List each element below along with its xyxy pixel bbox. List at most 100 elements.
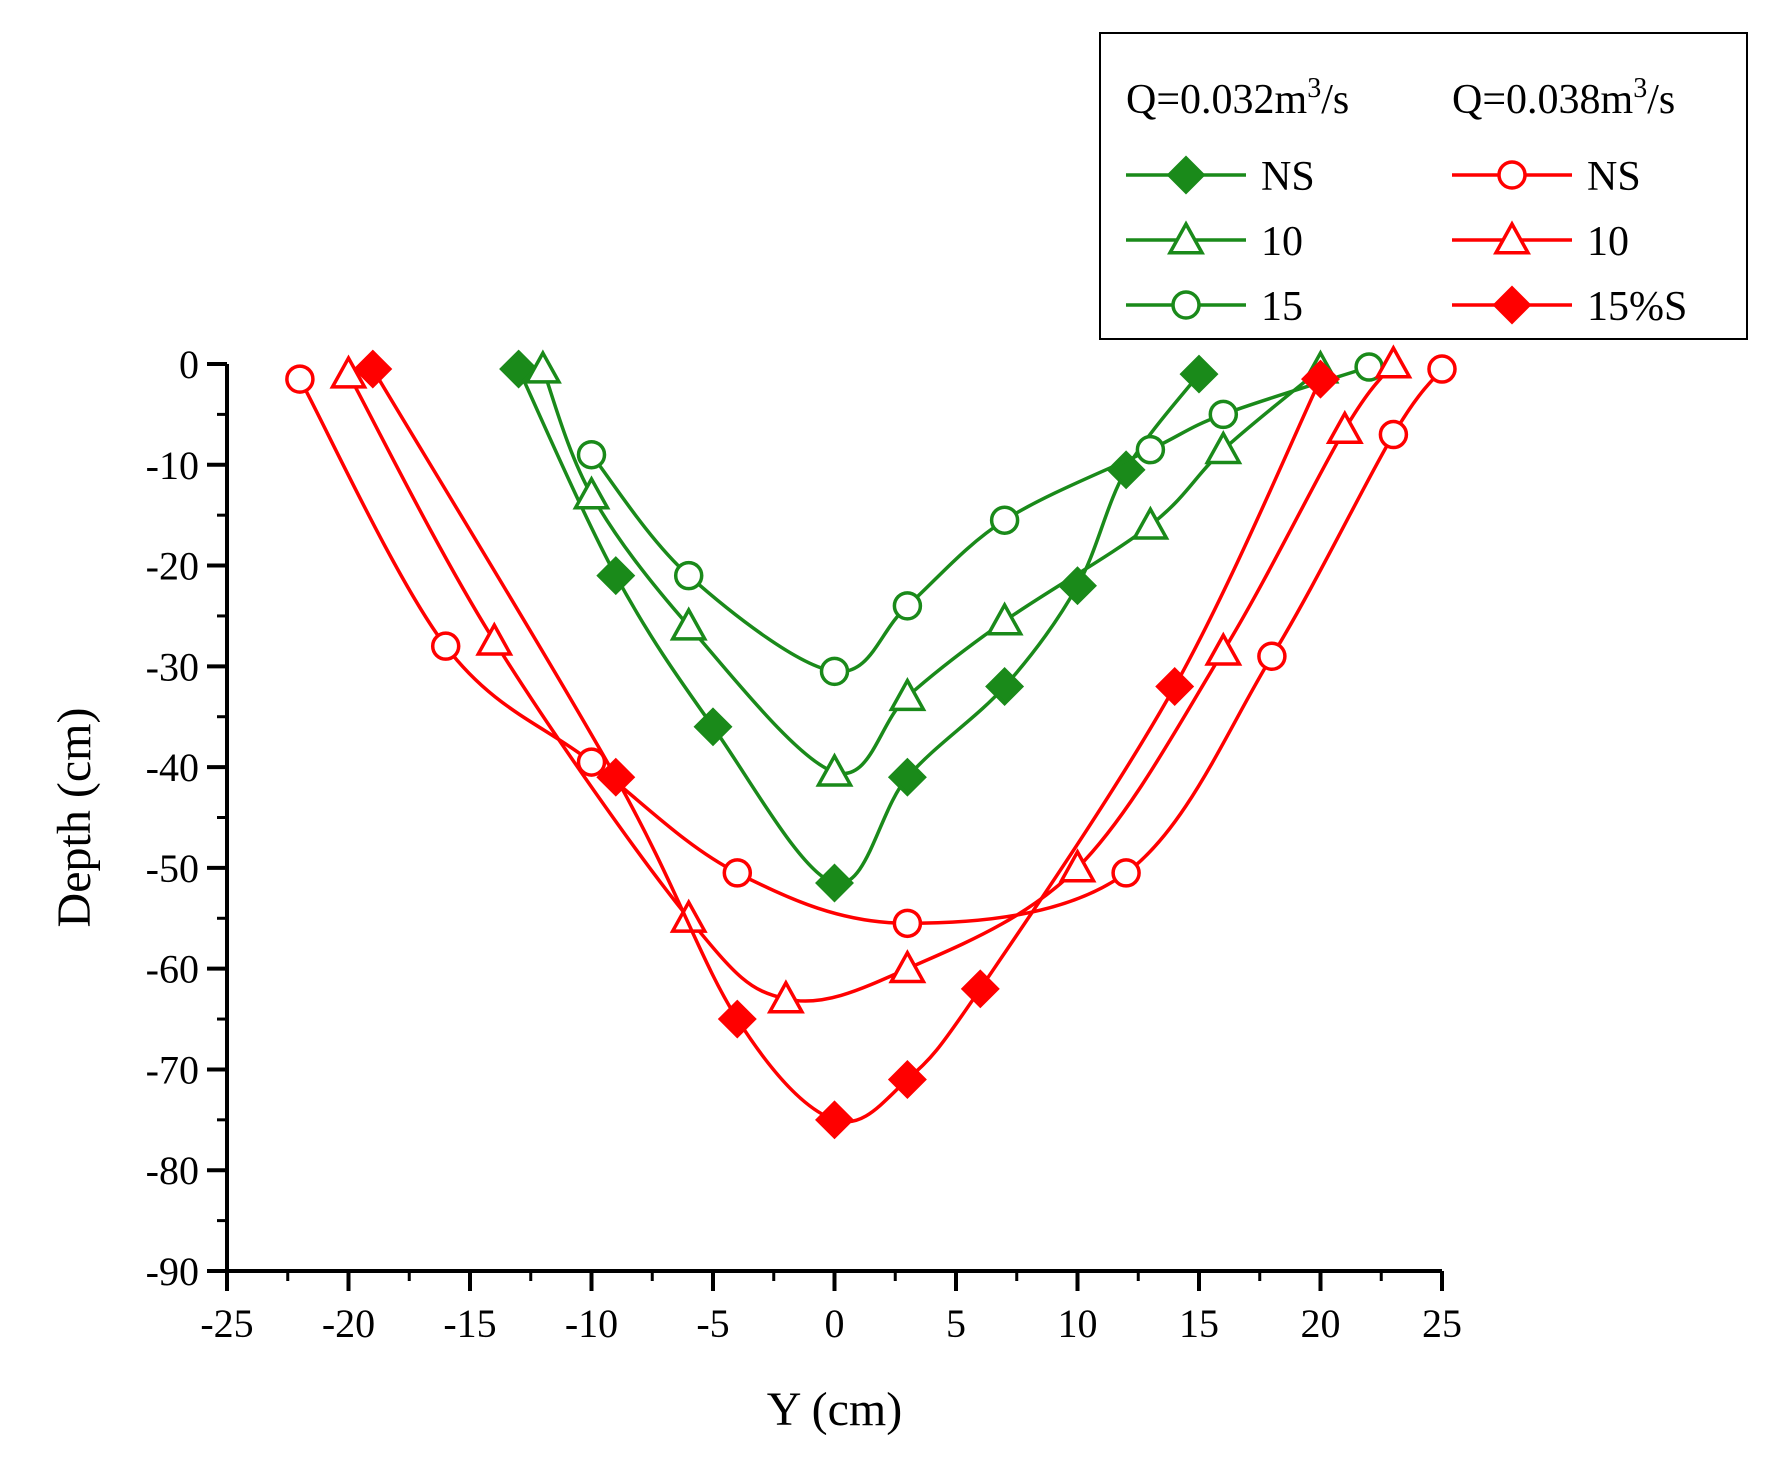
y-tick-label: -40 bbox=[146, 745, 199, 790]
data-point bbox=[353, 349, 393, 389]
legend-swatch-marker bbox=[1493, 220, 1531, 255]
data-point bbox=[717, 999, 757, 1039]
legend-item: 15 bbox=[1126, 284, 1303, 330]
data-point bbox=[572, 475, 611, 510]
legend-label: 15 bbox=[1261, 284, 1303, 330]
x-tick-label: -20 bbox=[322, 1301, 375, 1346]
series-line bbox=[590, 365, 1370, 674]
series-layer bbox=[285, 344, 1457, 1140]
axes: -25 -20 -15 -10 -5 0 5 10 15 20 25 0-10-20-30-40-5… bbox=[146, 342, 1462, 1346]
x-tick-label: 20 bbox=[1301, 1301, 1341, 1346]
data-point bbox=[523, 349, 562, 384]
data-point bbox=[329, 354, 368, 389]
legend-item: NS bbox=[1452, 154, 1641, 200]
data-point bbox=[815, 863, 854, 903]
data-point bbox=[960, 969, 1000, 1009]
legend-label: NS bbox=[1261, 154, 1315, 200]
data-point bbox=[887, 1060, 927, 1099]
legend-item: 15%S bbox=[1452, 284, 1687, 330]
y-ticks: 0 -10 -20 -30 -40 -50 -60 -70 -80 -90 bbox=[146, 342, 227, 1294]
data-point bbox=[1155, 667, 1195, 706]
legend-swatch-marker bbox=[1497, 160, 1527, 190]
data-point bbox=[888, 676, 927, 712]
x-tick-label: -15 bbox=[443, 1301, 496, 1346]
legend-header-q032: Q=0.032m3/s bbox=[1126, 73, 1349, 123]
series-q032-ns bbox=[499, 349, 1219, 903]
y-tick-label: -50 bbox=[146, 846, 199, 891]
y-tick-label: -90 bbox=[146, 1249, 199, 1294]
x-axis-title: Y (cm) bbox=[767, 1383, 903, 1436]
x-tick-label: -25 bbox=[200, 1301, 253, 1346]
data-point bbox=[815, 1100, 854, 1140]
data-point bbox=[766, 979, 805, 1014]
legend-label: 15%S bbox=[1587, 284, 1687, 330]
legend-item: NS bbox=[1126, 154, 1315, 200]
data-point bbox=[892, 591, 923, 621]
series-q038-ns bbox=[285, 354, 1457, 939]
legend-item: 10 bbox=[1126, 219, 1303, 265]
data-point bbox=[1378, 419, 1409, 450]
data-point bbox=[596, 556, 636, 596]
series-q038-15pcts bbox=[353, 349, 1340, 1140]
y-tick-label: -70 bbox=[146, 1047, 199, 1092]
data-point bbox=[596, 757, 636, 797]
x-tick-label: -5 bbox=[696, 1301, 729, 1346]
x-ticks: -25 -20 -15 -10 -5 0 5 10 15 20 25 bbox=[200, 1271, 1462, 1346]
x-tick-label: 5 bbox=[946, 1301, 966, 1346]
data-point bbox=[819, 656, 850, 687]
y-tick-label: -80 bbox=[146, 1148, 199, 1193]
legend-swatch-marker bbox=[1171, 290, 1201, 320]
data-point bbox=[892, 908, 923, 939]
data-point bbox=[499, 349, 539, 389]
y-tick-label: -30 bbox=[146, 644, 199, 689]
series-line bbox=[541, 367, 1322, 776]
data-point bbox=[669, 898, 708, 933]
legend-swatch-marker bbox=[1167, 220, 1205, 255]
data-point bbox=[722, 858, 753, 888]
legend-header-q038: Q=0.038m3/s bbox=[1452, 73, 1675, 123]
x-tick-label: 25 bbox=[1422, 1301, 1462, 1346]
series-q038-10 bbox=[329, 344, 1413, 1014]
data-point bbox=[985, 667, 1025, 706]
y-axis-title: Depth (cm) bbox=[48, 708, 101, 928]
data-point bbox=[1204, 430, 1243, 465]
y-tick-label: -60 bbox=[146, 947, 199, 992]
x-tick-label: 15 bbox=[1179, 1301, 1219, 1346]
legend-label: 10 bbox=[1261, 219, 1303, 265]
data-point bbox=[1257, 641, 1287, 672]
data-point bbox=[285, 364, 315, 394]
data-point bbox=[430, 631, 461, 661]
x-tick-label: 0 bbox=[825, 1301, 845, 1346]
x-tick-label: 10 bbox=[1058, 1301, 1098, 1346]
data-point bbox=[669, 606, 708, 641]
data-point bbox=[815, 752, 854, 787]
y-tick-label: -20 bbox=[146, 544, 199, 589]
data-point bbox=[1106, 450, 1146, 490]
data-point bbox=[1179, 354, 1219, 394]
legend: Q=0.032m3/s Q=0.038m3/s NS 10 15 NS 10 15%S bbox=[1099, 32, 1748, 340]
data-point bbox=[888, 949, 927, 984]
data-point bbox=[989, 505, 1020, 535]
legend-item: 10 bbox=[1452, 219, 1629, 265]
data-point bbox=[1427, 354, 1457, 384]
data-point bbox=[576, 747, 607, 777]
legend-swatch-marker bbox=[1166, 155, 1206, 195]
y-tick-label: 0 bbox=[179, 342, 199, 387]
data-point bbox=[1208, 399, 1239, 430]
data-point bbox=[673, 560, 704, 591]
data-point bbox=[887, 757, 927, 797]
x-tick-label: -10 bbox=[565, 1301, 618, 1346]
data-point bbox=[1111, 858, 1141, 888]
data-point bbox=[1135, 434, 1166, 465]
data-point bbox=[576, 439, 607, 470]
legend-swatch-marker bbox=[1492, 285, 1532, 325]
data-point bbox=[693, 707, 733, 747]
legend-items: Q=0.032m3/s Q=0.038m3/s NS 10 15 NS 10 15%S bbox=[1126, 73, 1687, 330]
data-point bbox=[1204, 631, 1243, 666]
series-line bbox=[371, 368, 1323, 1124]
data-point bbox=[1131, 505, 1170, 540]
y-tick-label: -10 bbox=[146, 443, 199, 488]
series-line bbox=[517, 368, 1201, 886]
data-point bbox=[985, 601, 1024, 636]
